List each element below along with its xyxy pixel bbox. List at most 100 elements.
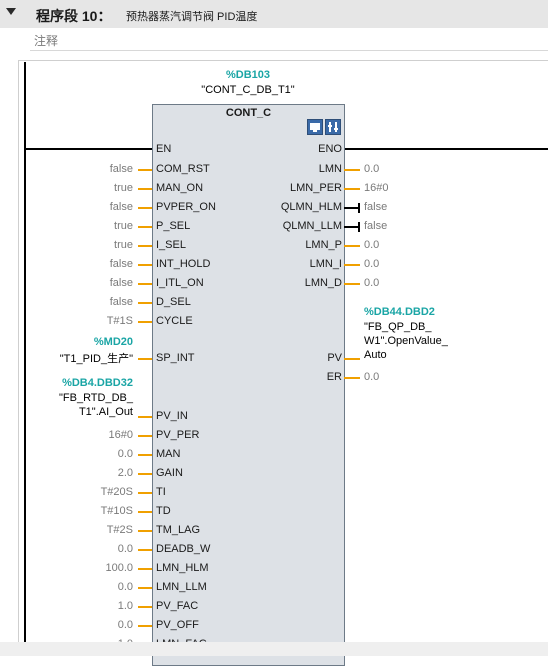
comment-row[interactable]: 注释: [30, 28, 548, 51]
cont-c-block[interactable]: CONT_C: [152, 104, 345, 666]
input-wire: [138, 454, 152, 456]
block-icons: [307, 119, 341, 135]
pin-pv: PV: [327, 352, 342, 364]
input-value-int-hold[interactable]: false: [109, 258, 133, 270]
pin-d-sel: D_SEL: [156, 296, 191, 308]
output-value-lmn[interactable]: 0.0: [364, 163, 380, 175]
eno-wire: [344, 148, 548, 150]
bottom-strip: [0, 642, 548, 656]
pin-lmn-i: LMN_I: [309, 258, 342, 270]
input-wire: [138, 473, 152, 475]
pv-in-tag-address[interactable]: %DB4.DBD32: [62, 377, 133, 389]
pin-qlmn-llm: QLMN_LLM: [282, 220, 342, 232]
input-value-man-on[interactable]: true: [114, 182, 133, 194]
network-comment[interactable]: 注释: [34, 34, 59, 48]
pin-i-sel: I_SEL: [156, 239, 186, 251]
input-value-i-itl-on[interactable]: false: [109, 277, 133, 289]
network-subtitle[interactable]: 预热器蒸汽调节阀 PID温度: [126, 11, 258, 23]
instance-db-name[interactable]: "CONT_C_DB_T1": [201, 84, 295, 96]
input-wire: [138, 511, 152, 513]
output-wire: [344, 169, 360, 171]
network-title: 程序段 10：: [36, 8, 112, 24]
sp-int-tag-address[interactable]: %MD20: [93, 336, 133, 348]
input-wire: [138, 358, 152, 360]
input-value-d-sel[interactable]: false: [109, 296, 133, 308]
pin-qlmn-hlm: QLMN_HLM: [280, 201, 342, 213]
input-wire: [138, 530, 152, 532]
output-wire: [344, 264, 360, 266]
pin-lmn: LMN: [318, 163, 342, 175]
pv-in-tag-line1[interactable]: "FB_RTD_DB_: [58, 392, 133, 404]
pin-pv-off: PV_OFF: [156, 619, 199, 631]
input-value-pv-per[interactable]: 16#0: [108, 429, 133, 441]
monitor-icon[interactable]: [307, 119, 323, 135]
input-value-pv-off[interactable]: 0.0: [117, 619, 133, 631]
input-value-i-sel[interactable]: true: [114, 239, 133, 251]
pin-i-itl-on: I_ITL_ON: [156, 277, 204, 289]
pin-tm-lag: TM_LAG: [156, 524, 201, 536]
output-terminator: [358, 222, 360, 232]
input-value-lmn-llm[interactable]: 0.0: [117, 581, 133, 593]
output-value-lmn-per[interactable]: 16#0: [364, 182, 389, 194]
pin-lmn-d: LMN_D: [304, 277, 342, 289]
input-wire: [138, 207, 152, 209]
output-value-qlmn-llm[interactable]: false: [364, 220, 388, 232]
input-wire: [138, 435, 152, 437]
pv-out-tag-address[interactable]: %DB44.DBD2: [364, 306, 435, 318]
input-value-td[interactable]: T#10S: [100, 505, 133, 517]
output-value-er[interactable]: 0.0: [364, 371, 380, 383]
pin-er: ER: [326, 371, 342, 383]
pin-lmn-p: LMN_P: [305, 239, 342, 251]
output-wire: [344, 377, 360, 379]
input-wire: [138, 587, 152, 589]
input-value-tm-lag[interactable]: T#2S: [106, 524, 133, 536]
input-value-cycle[interactable]: T#1S: [106, 315, 133, 327]
ladder-network: [18, 60, 548, 643]
input-wire: [138, 492, 152, 494]
input-value-pv-fac[interactable]: 1.0: [117, 600, 133, 612]
pv-in-tag-line2[interactable]: T1".AI_Out: [78, 406, 133, 418]
pin-lmn-llm: LMN_LLM: [156, 581, 207, 593]
en-wire: [26, 148, 152, 150]
output-wire: [344, 226, 358, 228]
pv-out-tag-line2[interactable]: W1".OpenValue_: [364, 335, 448, 347]
input-wire: [138, 302, 152, 304]
input-value-lmn-hlm[interactable]: 100.0: [105, 562, 133, 574]
input-wire: [138, 188, 152, 190]
settings-icon[interactable]: [325, 119, 341, 135]
input-value-pvper-on[interactable]: false: [109, 201, 133, 213]
collapse-triangle-icon[interactable]: [6, 8, 16, 15]
input-value-com-rst[interactable]: false: [109, 163, 133, 175]
input-wire: [138, 321, 152, 323]
pin-pv-per: PV_PER: [156, 429, 200, 441]
pin-com-rst: COM_RST: [156, 163, 210, 175]
output-wire: [344, 358, 360, 360]
input-wire: [138, 416, 152, 418]
input-value-ti[interactable]: T#20S: [100, 486, 133, 498]
instance-db-address[interactable]: %DB103: [225, 69, 271, 81]
pin-lmn-per: LMN_PER: [290, 182, 342, 194]
output-value-lmn-p[interactable]: 0.0: [364, 239, 380, 251]
power-rail: [24, 62, 26, 642]
pv-out-tag-line3[interactable]: Auto: [364, 349, 387, 361]
pin-int-hold: INT_HOLD: [156, 258, 211, 270]
input-value-man[interactable]: 0.0: [117, 448, 133, 460]
input-wire: [138, 568, 152, 570]
input-value-gain[interactable]: 2.0: [117, 467, 133, 479]
pin-pvper-on: PVPER_ON: [156, 201, 216, 213]
output-value-lmn-d[interactable]: 0.0: [364, 277, 380, 289]
pv-out-tag-line1[interactable]: "FB_QP_DB_: [364, 321, 432, 333]
output-value-lmn-i[interactable]: 0.0: [364, 258, 380, 270]
pin-td: TD: [156, 505, 171, 517]
output-wire: [344, 245, 360, 247]
pin-en: EN: [156, 143, 172, 155]
pin-pv-in: PV_IN: [156, 410, 188, 422]
output-value-qlmn-hlm[interactable]: false: [364, 201, 388, 213]
input-value-p-sel[interactable]: true: [114, 220, 133, 232]
sp-int-tag-name[interactable]: "T1_PID_生产": [59, 353, 133, 365]
input-value-deadb-w[interactable]: 0.0: [117, 543, 133, 555]
input-wire: [138, 245, 152, 247]
pin-sp-int: SP_INT: [156, 352, 195, 364]
input-wire: [138, 226, 152, 228]
pin-man: MAN: [156, 448, 181, 460]
